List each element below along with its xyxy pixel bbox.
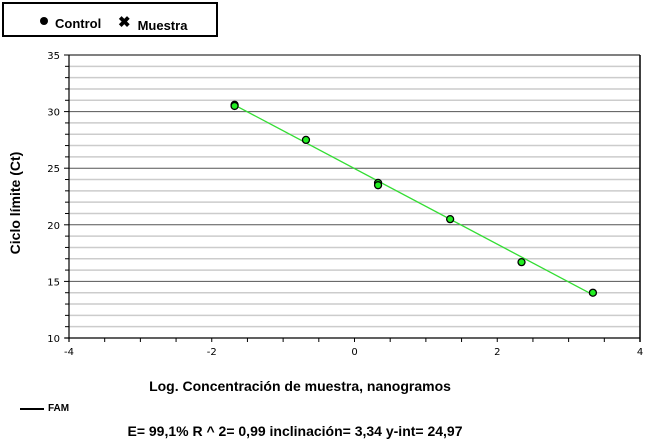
regression-line bbox=[234, 104, 594, 296]
legend-label: Muestra bbox=[137, 17, 188, 33]
regression-stats: E= 99,1% R ^ 2= 0,99 inclinación= 3,34 y… bbox=[127, 423, 463, 439]
legend-label: Control bbox=[55, 16, 102, 31]
line-icon bbox=[20, 407, 44, 410]
data-point bbox=[588, 288, 598, 297]
data-point bbox=[517, 258, 526, 267]
cross-icon: ✖ bbox=[118, 14, 131, 31]
legend-box: Control ✖ Muestra bbox=[2, 2, 218, 37]
y-tick-label: 25 bbox=[47, 164, 60, 175]
data-point bbox=[445, 214, 455, 224]
x-tick-label: 4 bbox=[637, 347, 643, 358]
dot-icon bbox=[40, 16, 48, 25]
series-legend-label: FAM bbox=[48, 403, 70, 414]
x-tick-label: -4 bbox=[64, 347, 74, 358]
y-tick-label: 20 bbox=[47, 221, 60, 232]
data-point bbox=[230, 101, 239, 111]
y-tick-label: 10 bbox=[47, 334, 60, 345]
y-tick-label: 15 bbox=[47, 277, 60, 288]
x-tick-label: 0 bbox=[351, 347, 357, 358]
x-tick-label: -2 bbox=[207, 347, 217, 358]
legend-item-control[interactable]: Control bbox=[40, 16, 101, 31]
data-point bbox=[301, 135, 311, 145]
x-axis-label: Log. Concentración de muestra, nanogramo… bbox=[149, 378, 451, 394]
data-point bbox=[373, 181, 383, 190]
legend-item-muestra[interactable]: ✖ Muestra bbox=[118, 14, 188, 34]
y-tick-label: 35 bbox=[47, 51, 60, 62]
y-axis-label: Ciclo límite (Ct) bbox=[7, 151, 23, 255]
y-tick-label: 30 bbox=[47, 108, 60, 119]
series-legend: FAM bbox=[20, 403, 69, 414]
x-tick-label: 2 bbox=[494, 347, 500, 358]
